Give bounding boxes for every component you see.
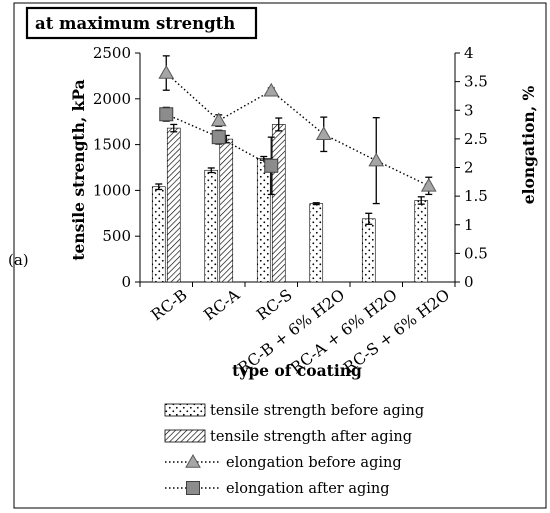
y-tick-label: 2500: [93, 44, 131, 62]
y2-tick-label: 1.5: [464, 187, 488, 205]
legend-label: tensile strength before aging: [210, 403, 424, 419]
x-tick-label: RC-B: [148, 286, 191, 325]
x-tick-label: RC-S: [253, 286, 295, 324]
y-tick-label: 2000: [93, 90, 131, 108]
y-tick-label: 1500: [93, 136, 131, 154]
y2-tick-label: 0: [464, 273, 474, 291]
chart-title: at maximum strength: [35, 14, 235, 33]
triangle-marker: [210, 112, 227, 127]
y2-tick-label: 0.5: [464, 244, 488, 262]
y2-tick-label: 3.5: [464, 73, 488, 91]
triangle-marker: [315, 126, 332, 141]
triangle-marker: [420, 177, 437, 192]
y-tick-label: 1000: [93, 181, 131, 199]
bar-after-aging: [219, 138, 234, 283]
x-axis-title: type of coating: [232, 361, 362, 380]
y2-axis-title: elongation, %: [519, 86, 538, 205]
bar-before-aging: [309, 203, 324, 283]
bar-before-aging: [414, 200, 429, 283]
triangle-marker: [158, 65, 175, 79]
chart-title-box: [25, 6, 258, 40]
legend-label: elongation before aging: [226, 455, 402, 471]
legend-label: elongation after aging: [226, 481, 390, 497]
bar-before-aging: [256, 158, 271, 283]
bar-before-aging: [361, 218, 376, 283]
bar-after-aging: [166, 127, 181, 283]
x-tick-label: RC-A: [200, 285, 243, 324]
square-marker: [159, 107, 174, 122]
y-axis-title: tensile strength, kPa: [69, 79, 88, 260]
legend-triangle-marker: [185, 453, 201, 468]
triangle-marker: [263, 82, 280, 97]
legend-swatch-hatch: [164, 429, 206, 443]
bar-before-aging: [204, 169, 219, 283]
legend-label: tensile strength after aging: [210, 429, 412, 445]
legend: tensile strength before aging tensile str…: [164, 403, 424, 497]
square-marker: [211, 130, 226, 145]
plot-area: 0 500 1000 1500 2000 2500 0 0.5 1 1.5 2 2.5 3 3.5 4 RC-…: [93, 44, 488, 378]
y2-tick-label: 2.5: [464, 130, 488, 148]
y2-tick-label: 4: [464, 44, 474, 62]
figure-frame: [13, 2, 547, 509]
y2-tick-label: 1: [464, 216, 474, 234]
legend-swatch-dots: [164, 403, 206, 417]
bar-after-aging: [271, 124, 286, 283]
y2-tick-label: 3: [464, 101, 474, 119]
triangle-marker: [368, 152, 385, 167]
y2-tick-label: 2: [464, 159, 474, 177]
panel-label: (a): [8, 251, 29, 269]
square-marker: [264, 158, 279, 173]
y-tick-label: 0: [121, 273, 131, 291]
elongation-before-aging-line: [165, 72, 430, 187]
bar-before-aging: [151, 186, 166, 283]
y-tick-label: 500: [102, 227, 131, 245]
legend-square-marker: [186, 481, 200, 495]
